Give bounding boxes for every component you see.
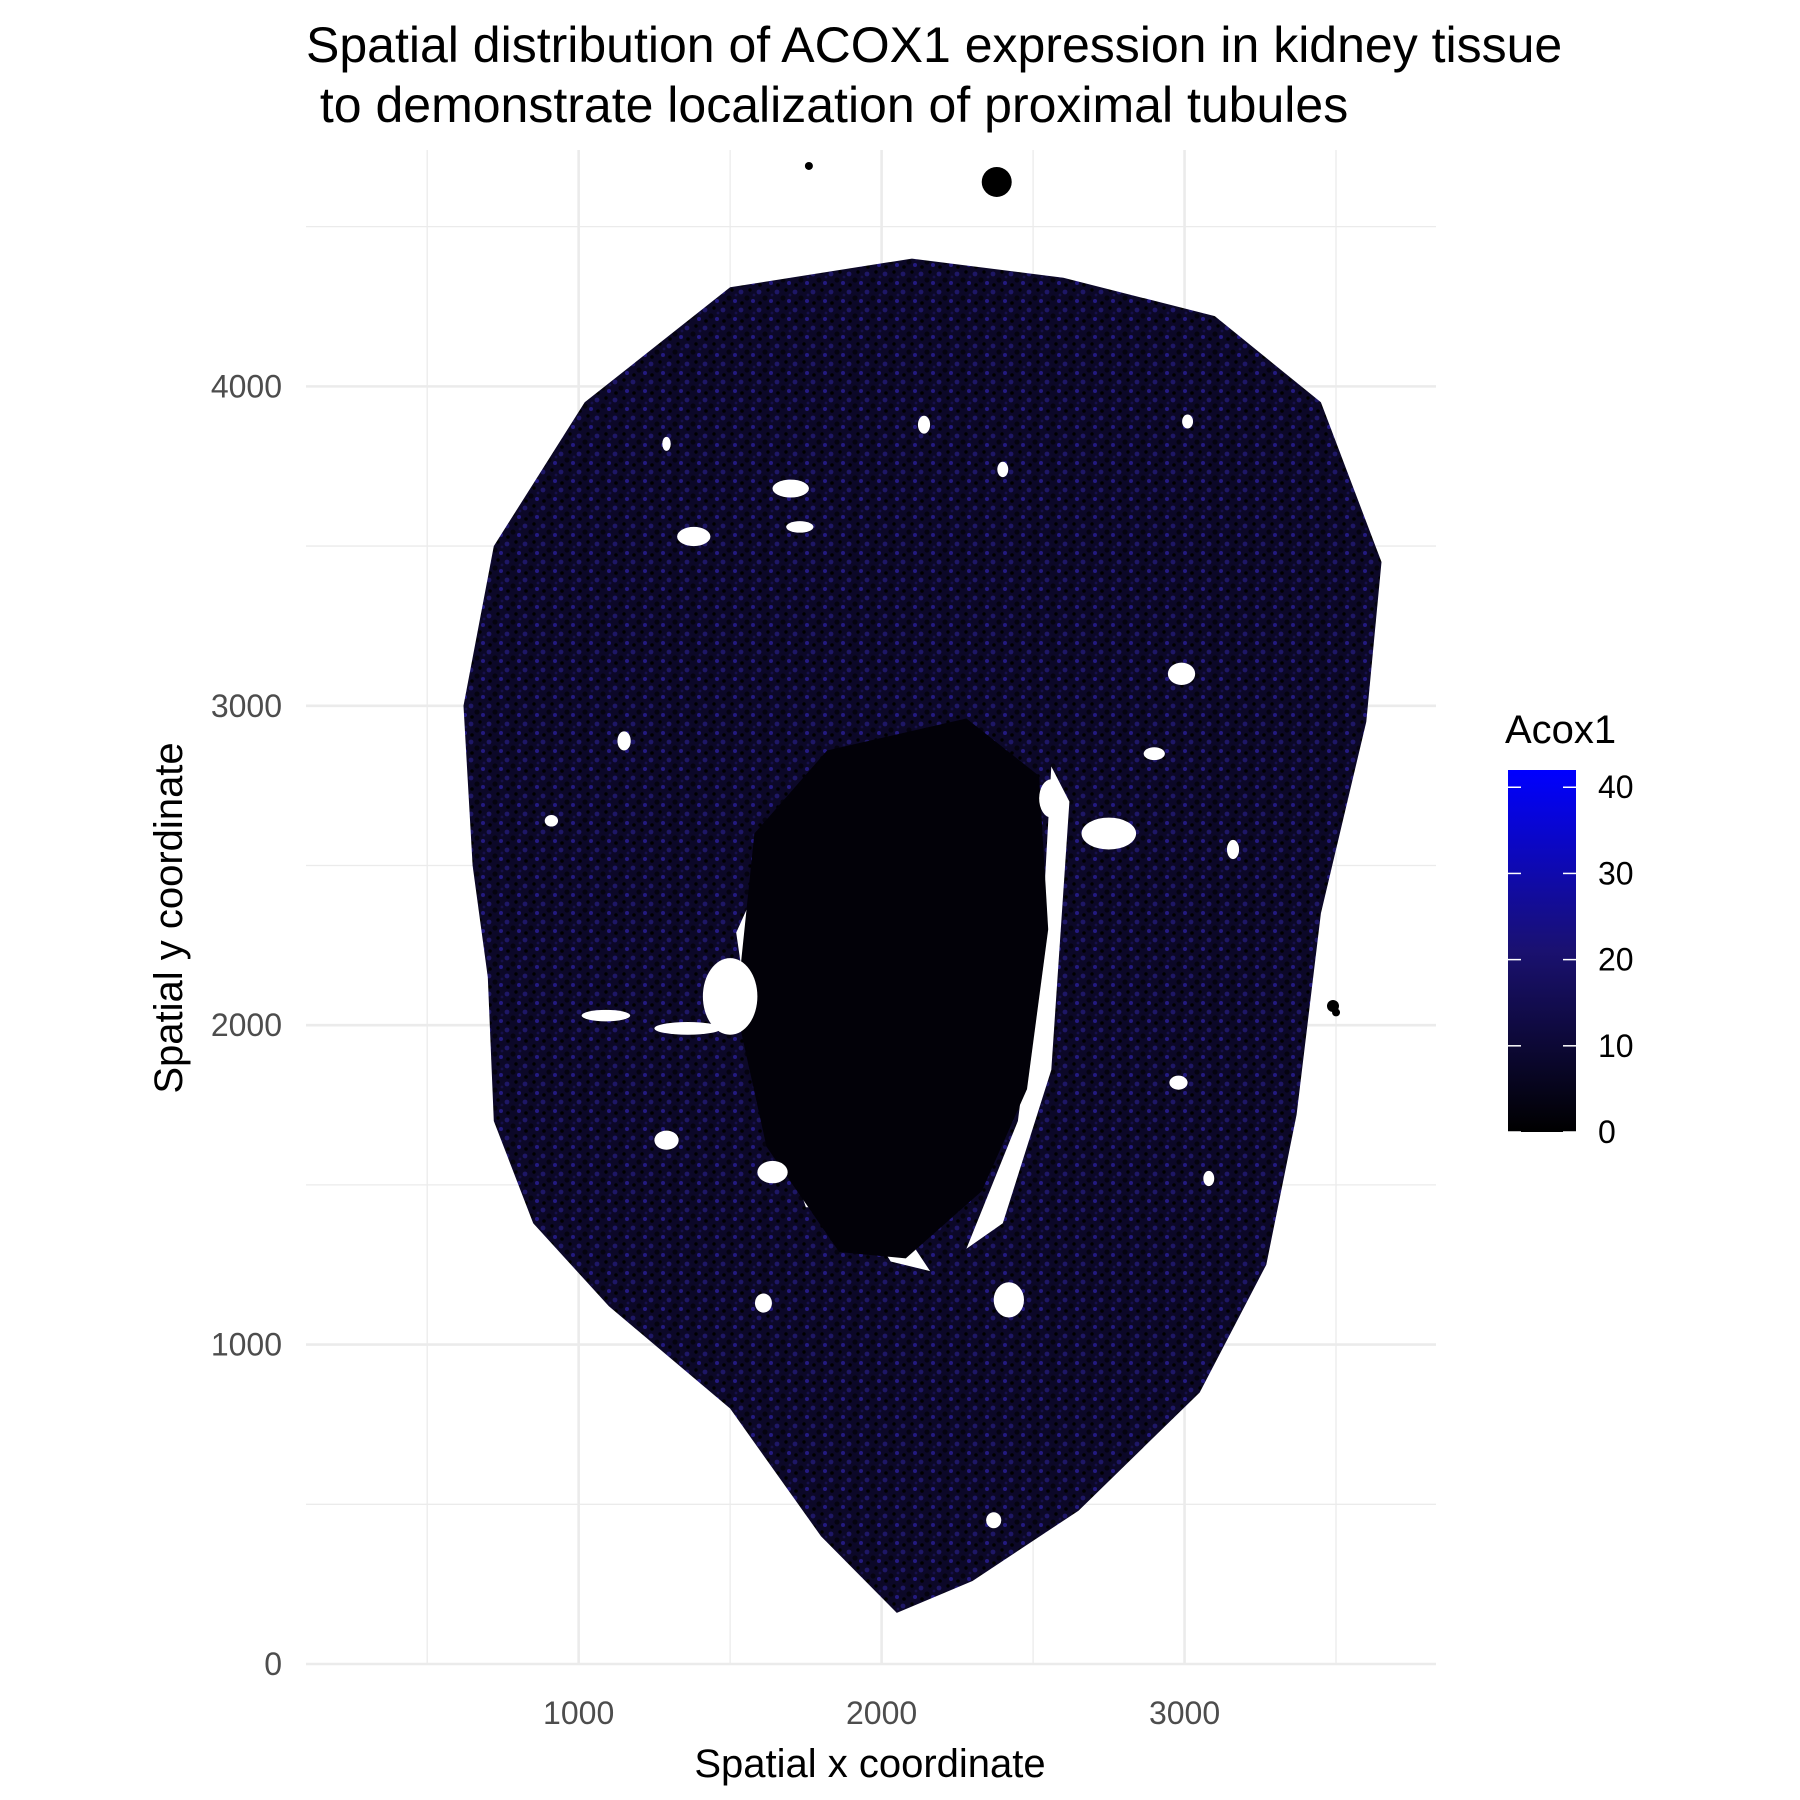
x-axis-title: Spatial x coordinate <box>694 1742 1045 1786</box>
tissue-hole <box>581 1009 631 1022</box>
data-point <box>804 161 813 170</box>
legend-tick-label: 20 <box>1598 942 1634 978</box>
tissue-hole <box>1039 779 1064 818</box>
y-tick-label: 1000 <box>211 1327 282 1363</box>
tissue-hole <box>1203 1170 1215 1187</box>
legend-colorbar <box>1508 770 1576 1132</box>
tissue-hole <box>662 436 671 451</box>
tissue-hole <box>1081 817 1137 850</box>
legend-tick-label: 0 <box>1598 1114 1616 1150</box>
tissue-hole <box>993 1282 1024 1318</box>
tissue-hole <box>786 521 814 533</box>
tissue-hole <box>1182 414 1194 429</box>
tissue-hole <box>772 479 809 498</box>
y-axis-title: Spatial y coordinate <box>147 742 191 1093</box>
legend-tick-label: 40 <box>1598 769 1634 805</box>
tissue-hole <box>617 731 631 751</box>
tissue-hole <box>702 958 758 1035</box>
medulla-region <box>736 718 1049 1259</box>
y-tick-label: 4000 <box>211 368 282 404</box>
tissue-holes <box>544 414 1240 1529</box>
tissue-hole <box>986 1512 1002 1529</box>
legend-tick-label: 30 <box>1598 855 1634 891</box>
tissue-hole <box>544 815 559 827</box>
x-tick-label: 2000 <box>846 1695 917 1731</box>
tissue-hole <box>1143 747 1165 761</box>
x-tick-label: 1000 <box>543 1695 614 1731</box>
tissue-hole <box>917 415 931 434</box>
legend-ticks: 0 10 20 30 40 <box>1508 769 1634 1150</box>
tissue-hole <box>1226 839 1240 860</box>
tissue-hole <box>677 526 711 547</box>
axis-ticks: 1000 2000 3000 0 1000 2000 3000 4000 <box>211 368 1220 1731</box>
chart-title-line-1: Spatial distribution of ACOX1 expression… <box>306 17 1562 73</box>
tissue-hole <box>754 1293 772 1313</box>
legend-title: Acox1 <box>1505 708 1616 752</box>
x-tick-label: 3000 <box>1149 1695 1220 1731</box>
color-legend: Acox1 0 10 20 30 40 <box>1505 708 1634 1150</box>
y-tick-label: 2000 <box>211 1007 282 1043</box>
tissue-hole <box>757 1160 788 1184</box>
y-tick-label: 3000 <box>211 688 282 724</box>
tissue-hole <box>654 1021 722 1035</box>
data-point <box>1332 1008 1341 1017</box>
tissue-hole <box>1167 662 1196 686</box>
plot-area <box>463 161 1382 1613</box>
outlier-points <box>804 161 1341 1017</box>
y-tick-label: 0 <box>264 1646 282 1682</box>
tissue-hole <box>997 461 1009 478</box>
tissue-gap <box>966 766 1070 1249</box>
data-point <box>981 166 1012 197</box>
tissue-hole <box>1169 1075 1188 1090</box>
legend-tick-label: 10 <box>1598 1028 1634 1064</box>
tissue-hole <box>654 1130 679 1150</box>
chart-title-line-2: to demonstrate localization of proximal … <box>306 77 1348 133</box>
